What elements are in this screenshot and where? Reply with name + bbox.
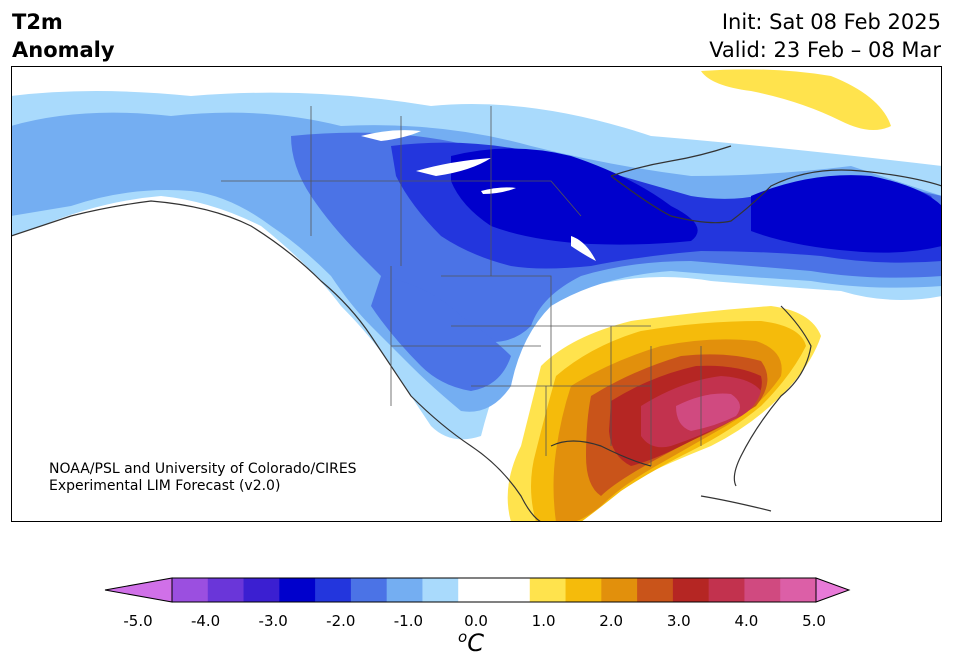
anomaly-region-warm-7	[676, 393, 740, 431]
colorbar-bin	[458, 578, 495, 602]
title-line-1: T2m	[12, 10, 63, 34]
valid-period: Valid: 23 Feb – 08 Mar	[709, 38, 941, 62]
colorbar-frame	[171, 577, 817, 603]
colorbar-under-arrow	[104, 577, 173, 603]
colorbar-tick-label: 1.0	[531, 612, 556, 630]
colorbar-tick-label: -3.0	[258, 612, 288, 630]
map-title: T2m Anomaly	[12, 8, 115, 64]
colorbar-tick-label: 0.0	[464, 612, 488, 630]
colorbar-bin	[708, 578, 745, 602]
lake	[481, 187, 516, 194]
colorbar-tick-label: -2.0	[326, 612, 356, 630]
lake	[571, 236, 596, 261]
colorbar-tick-label: 2.0	[599, 612, 624, 630]
colorbar-bin	[315, 578, 352, 602]
colorbar-bin	[744, 578, 781, 602]
colorbar-tick-label: -1.0	[393, 612, 424, 630]
lake	[416, 158, 491, 176]
credit-line-2: Experimental LIM Forecast (v2.0)	[49, 478, 281, 494]
forecast-dates: Init: Sat 08 Feb 2025 Valid: 23 Feb – 08…	[709, 8, 941, 64]
colorbar-bin	[172, 578, 209, 602]
colorbar-tick-label: -5.0	[123, 612, 153, 630]
borders	[221, 106, 702, 466]
colorbar	[104, 577, 851, 603]
colorbar-bin	[350, 578, 388, 602]
unit-main: C	[467, 629, 484, 657]
anomaly-region-cold-core-east	[751, 175, 942, 253]
colorbar-tick-label: -4.0	[190, 612, 221, 630]
colorbar-bin	[780, 578, 817, 602]
anomaly-region-greenland-warm	[701, 69, 891, 130]
anomaly-region-cold-west	[371, 276, 511, 391]
colorbar-tick-label: 4.0	[734, 612, 759, 630]
colorbar-bin	[422, 578, 459, 602]
colorbar-bin	[565, 578, 602, 602]
colorbar-over-arrow	[815, 577, 851, 603]
credit-text: NOAA/PSL and University of Colorado/CIRE…	[49, 461, 357, 495]
colorbar-bin	[207, 578, 245, 602]
map-canvas	[11, 66, 942, 522]
lake	[361, 130, 421, 141]
colorbar-bin	[494, 578, 531, 602]
colorbar-bin	[672, 578, 710, 602]
anomaly-map	[11, 66, 942, 522]
title-line-2: Anomaly	[12, 38, 115, 62]
init-date: Init: Sat 08 Feb 2025	[721, 10, 941, 34]
colorbar-unit-label: oC	[458, 628, 484, 657]
colorbar-bin	[529, 578, 567, 602]
colorbar-bin	[243, 578, 280, 602]
colorbar-bin	[637, 578, 674, 602]
unit-prefix: o	[458, 628, 468, 646]
credit-line-1: NOAA/PSL and University of Colorado/CIRE…	[49, 461, 357, 477]
colorbar-bin	[279, 578, 316, 602]
colorbar-bin	[386, 578, 423, 602]
colorbar-bin	[601, 578, 638, 602]
colorbar-tick-label: 5.0	[802, 612, 826, 630]
colorbar-tick-label: 3.0	[666, 612, 691, 630]
coastlines	[11, 145, 942, 522]
anomaly-region-cold-core	[451, 148, 698, 245]
